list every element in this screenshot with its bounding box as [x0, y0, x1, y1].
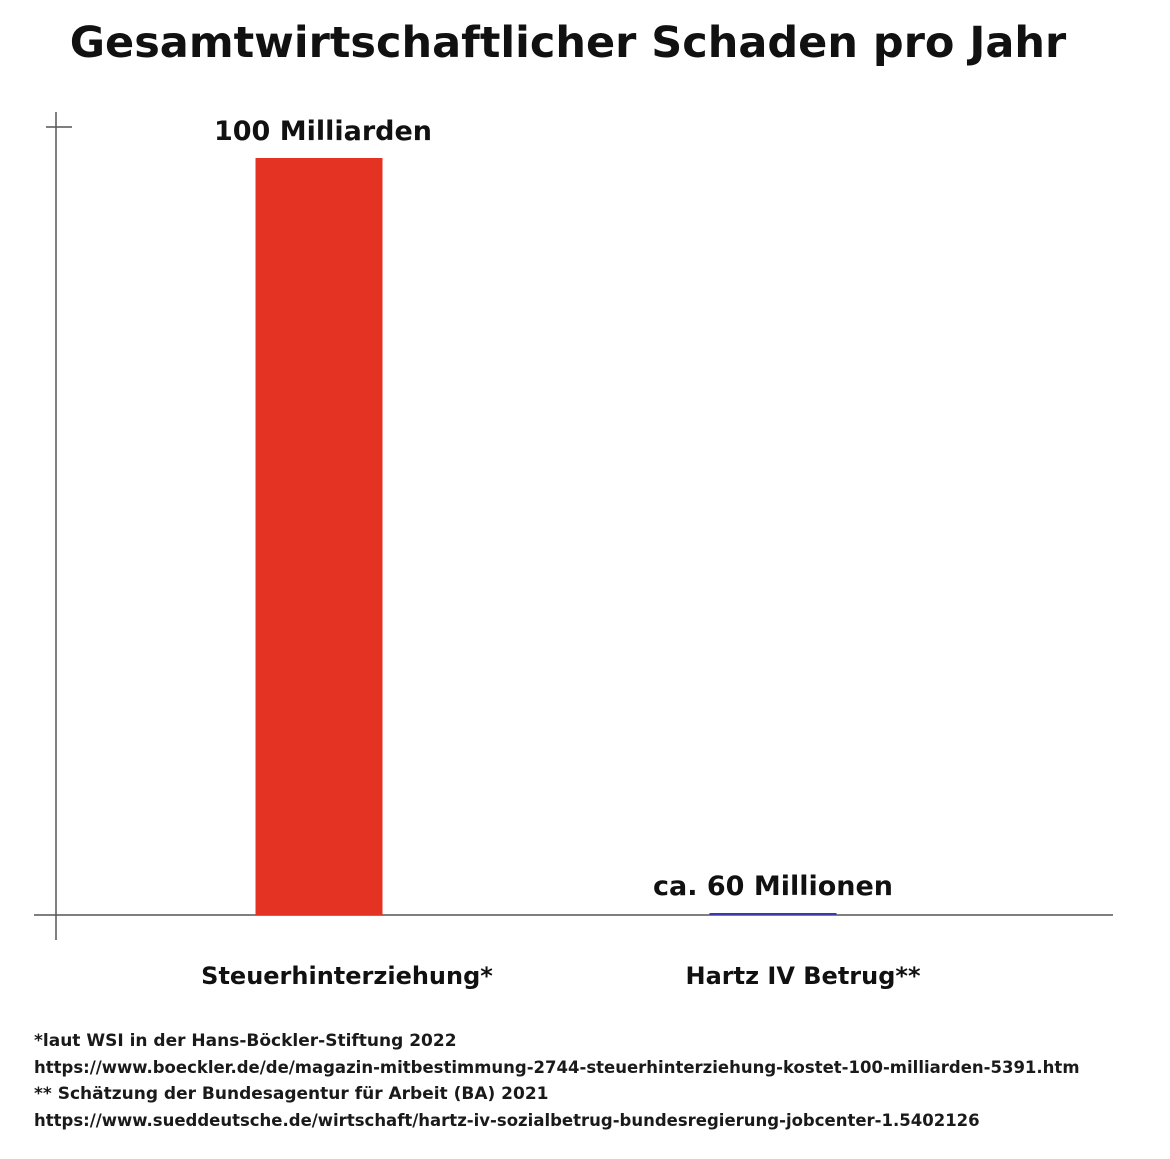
data-label-2: ca. 60 Millionen [653, 871, 893, 902]
chart-bars [255, 158, 837, 915]
category-label-1: Steuerhinterziehung* [201, 962, 493, 990]
category-label-2: Hartz IV Betrug** [685, 962, 920, 990]
bar-2 [709, 913, 837, 915]
footnote-source-1: *laut WSI in der Hans-Böckler-Stiftung 2… [34, 1031, 457, 1051]
chart-axes [34, 112, 1113, 940]
bar-chart: 100 Milliarden Steuerhinterziehung* ca. 60… [34, 112, 1113, 990]
footnote-link-2[interactable]: https://www.sueddeutsche.de/wirtschaft/h… [34, 1111, 980, 1130]
footnote-source-2: ** Schätzung der Bundesagentur für Arbei… [34, 1084, 549, 1104]
chart-labels: 100 Milliarden Steuerhinterziehung* ca. 60… [201, 116, 921, 990]
footnote-link-1[interactable]: https://www.boeckler.de/de/magazin-mitbe… [34, 1058, 1080, 1077]
chart-title: Gesamtwirtschaftlicher Schaden pro Jahr [69, 18, 1067, 68]
bar-1 [255, 158, 383, 915]
data-label-1: 100 Milliarden [214, 116, 432, 147]
